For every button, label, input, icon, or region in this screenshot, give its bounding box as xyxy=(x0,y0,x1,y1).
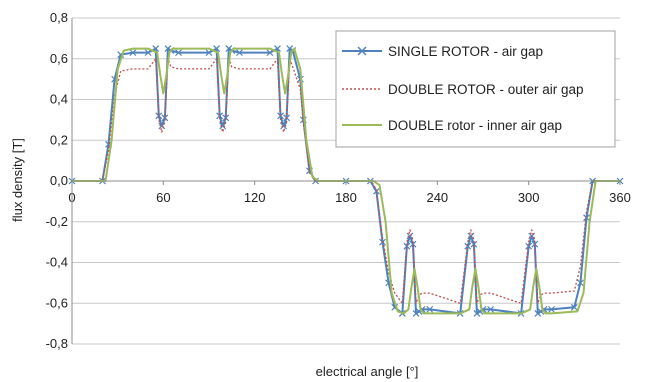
legend-label-single-rotor: SINGLE ROTOR - air gap xyxy=(388,44,543,59)
legend-label-double-rotor-outer: DOUBLE ROTOR - outer air gap xyxy=(388,82,584,97)
legend-item-single-rotor: SINGLE ROTOR - air gap xyxy=(342,44,543,59)
data-point-marker xyxy=(219,122,227,130)
x-tick-label: 240 xyxy=(426,190,448,205)
y-tick-label: 0,4 xyxy=(50,92,68,107)
legend: SINGLE ROTOR - air gap DOUBLE ROTOR - ou… xyxy=(335,30,616,148)
legend-marker-single-rotor xyxy=(357,46,367,56)
data-point-marker xyxy=(576,279,584,287)
data-point-marker xyxy=(155,112,163,120)
y-tick-label: -0,4 xyxy=(46,255,68,270)
y-tick-label: -0,8 xyxy=(46,336,68,351)
y-tick-label: -0,6 xyxy=(46,295,68,310)
x-axis: 060120180240300360 xyxy=(68,180,631,205)
data-point-marker xyxy=(534,310,542,317)
data-point-marker xyxy=(531,240,539,248)
data-point-marker xyxy=(570,303,578,311)
x-tick-label: 60 xyxy=(156,190,170,205)
y-tick-label: 0,0 xyxy=(50,173,68,188)
x-axis-title: electrical angle [°] xyxy=(316,364,419,379)
data-point-marker xyxy=(205,49,213,57)
data-point-marker xyxy=(216,112,224,120)
data-point-marker xyxy=(412,310,420,317)
x-tick-label: 360 xyxy=(609,190,631,205)
data-point-marker xyxy=(236,49,243,57)
legend-item-double-rotor-inner: DOUBLE rotor - inner air gap xyxy=(342,118,562,133)
y-tick-label: -0,2 xyxy=(46,214,68,229)
data-point-marker xyxy=(464,242,472,250)
data-point-marker xyxy=(266,49,274,57)
data-point-marker xyxy=(280,122,288,130)
data-point-marker xyxy=(487,305,495,313)
data-point-marker xyxy=(583,214,590,222)
data-point-marker xyxy=(473,310,481,317)
legend-label-double-rotor-inner: DOUBLE rotor - inner air gap xyxy=(388,118,562,133)
y-tick-label: 0,6 xyxy=(50,51,68,66)
data-point-marker xyxy=(175,49,182,57)
data-point-marker xyxy=(470,240,478,248)
plot-area xyxy=(68,45,624,317)
x-tick-label: 120 xyxy=(244,190,266,205)
y-tick-label: 0,2 xyxy=(50,132,68,147)
y-axis-title: flux density [T] xyxy=(10,138,25,222)
data-point-marker xyxy=(379,238,386,246)
x-tick-label: 180 xyxy=(335,190,357,205)
data-point-marker xyxy=(144,49,152,57)
data-point-marker xyxy=(409,240,417,248)
data-point-marker xyxy=(548,305,555,313)
legend-box xyxy=(335,30,616,148)
data-point-marker xyxy=(403,242,411,250)
y-tick-label: 0,8 xyxy=(50,10,68,25)
data-point-marker xyxy=(161,114,169,122)
data-point-marker xyxy=(129,49,137,57)
legend-item-double-rotor-outer: DOUBLE ROTOR - outer air gap xyxy=(342,82,584,97)
data-point-marker xyxy=(426,305,434,313)
y-axis: 0,8 0,6 0,4 0,2 0,0 -0,2 -0,4 -0,6 -0,8 xyxy=(46,10,73,351)
x-tick-label: 300 xyxy=(518,190,540,205)
